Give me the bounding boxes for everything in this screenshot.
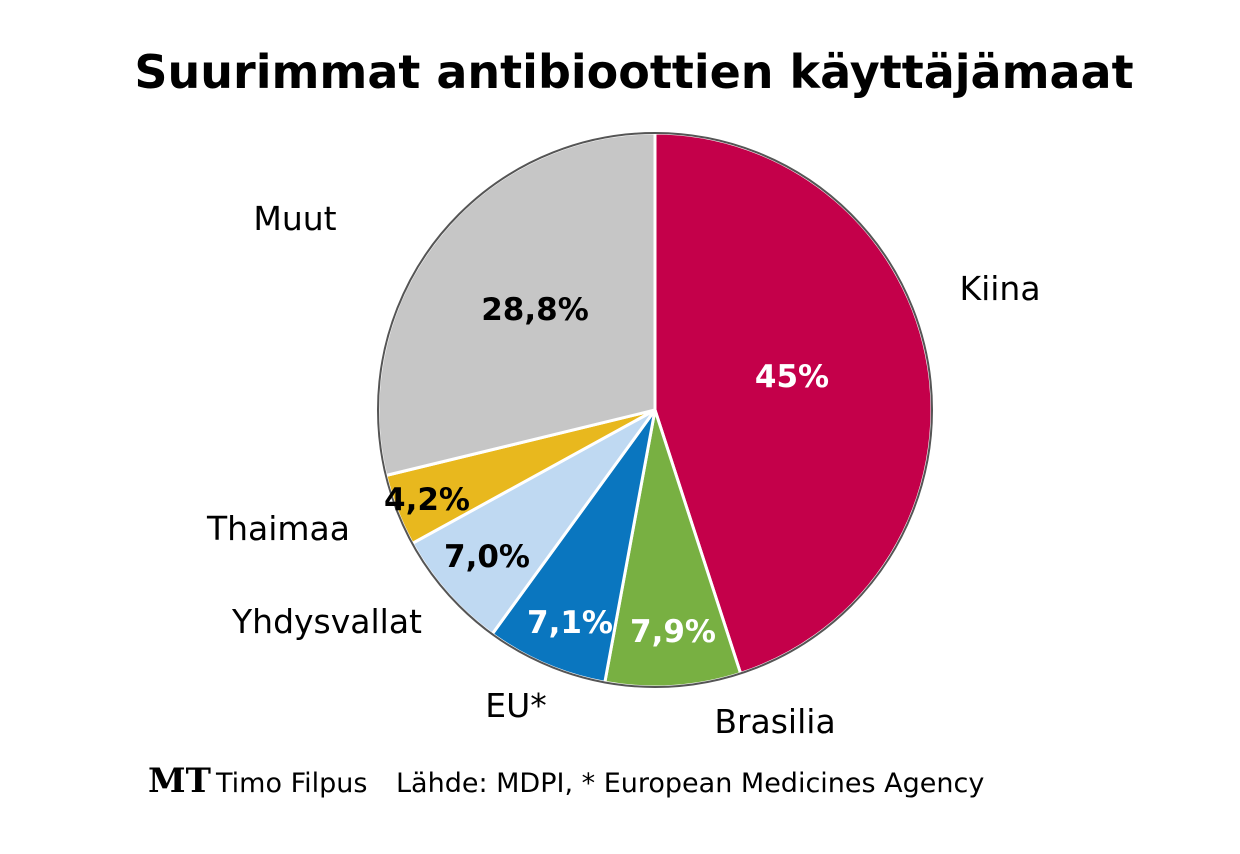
percentage-label-4: 4,2% [384,482,470,518]
percentage-label-2: 7,1% [527,605,613,641]
footer-logo: MT [148,761,211,801]
category-label-5: Muut [253,199,336,238]
category-label-2: EU* [485,686,547,725]
percentage-label-0: 45% [755,359,829,395]
category-label-3: Yhdysvallat [231,602,422,641]
category-label-0: Kiina [959,269,1040,308]
category-label-4: Thaimaa [206,509,350,548]
percentage-label-5: 28,8% [481,292,589,328]
footer: MT Timo Filpus Lähde: MDPI, * European M… [148,761,984,801]
pie-outline [377,132,933,688]
percentage-labels: 45% 7,9% 7,1% 7,0% 4,2% 28,8% [384,292,829,650]
chart-title: Suurimmat antibioottien käyttäjämaat [134,45,1133,99]
pie-slices [376,131,934,689]
category-label-1: Brasilia [714,702,835,741]
footer-source: Lähde: MDPI, * European Medicines Agency [396,768,984,799]
category-labels: Kiina Brasilia EU* Yhdysvallat Thaimaa Muut [206,199,1041,741]
footer-author: Timo Filpus [215,768,367,799]
percentage-label-1: 7,9% [630,614,716,650]
percentage-label-3: 7,0% [444,539,530,575]
